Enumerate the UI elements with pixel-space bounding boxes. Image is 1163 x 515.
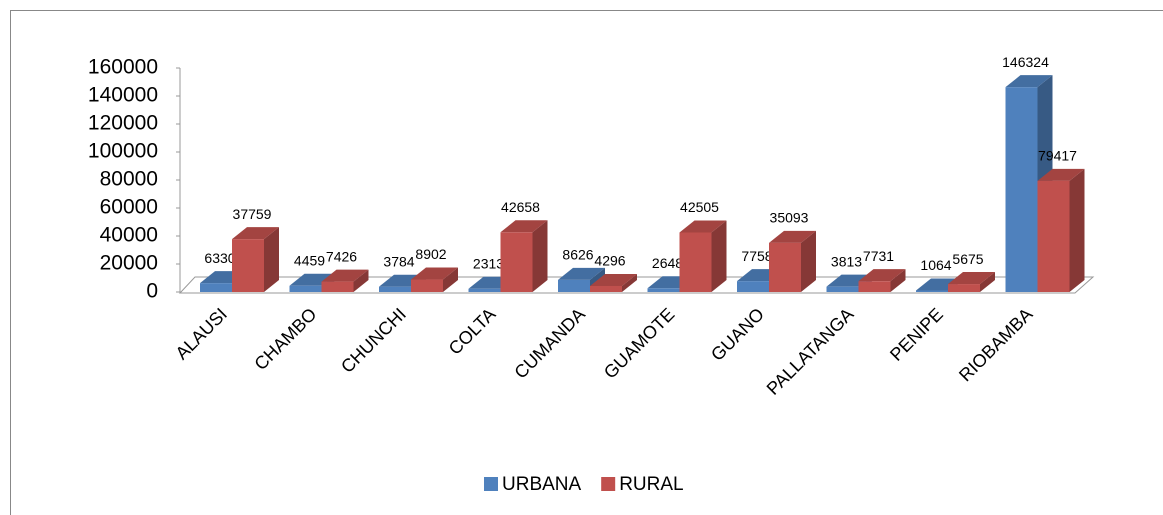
bar-side <box>443 267 458 292</box>
bar-side <box>801 230 816 292</box>
chart-frame <box>10 10 1163 515</box>
bar <box>590 285 622 292</box>
bar <box>769 242 801 292</box>
data-label: 79417 <box>1038 148 1077 164</box>
data-label: 8902 <box>415 246 446 262</box>
y-tick-label: 160000 <box>88 56 158 79</box>
data-label: 7426 <box>326 248 357 264</box>
bar <box>558 279 590 292</box>
bar <box>500 232 533 292</box>
bar-top <box>500 220 548 233</box>
bar-side <box>890 269 906 292</box>
y-tick-label: 0 <box>146 280 158 303</box>
bar-side <box>980 272 995 292</box>
bar <box>468 288 501 292</box>
bar-top <box>858 269 906 282</box>
bar-side <box>622 273 637 292</box>
data-label: 5675 <box>952 251 983 267</box>
data-label: 7731 <box>863 248 894 264</box>
bar <box>321 281 354 292</box>
data-label: 35093 <box>770 210 809 226</box>
data-label: 42658 <box>501 199 540 215</box>
data-label: 8626 <box>562 247 593 263</box>
bar-top <box>948 272 995 285</box>
bar-side <box>711 220 727 292</box>
bar-top <box>590 273 637 286</box>
bar-side <box>353 269 369 292</box>
bar <box>679 232 712 292</box>
y-tick-label: 20000 <box>100 252 158 275</box>
bar-top <box>232 227 279 240</box>
data-label: 42505 <box>680 199 719 215</box>
data-label: 37759 <box>233 206 272 222</box>
data-label: 4296 <box>594 253 625 269</box>
legend-swatch <box>484 477 498 491</box>
bar <box>826 286 859 292</box>
data-label: 3784 <box>383 253 414 269</box>
bar-top <box>1005 75 1053 88</box>
bar-top <box>769 230 816 243</box>
bar <box>1005 87 1038 293</box>
bar <box>858 281 891 292</box>
y-tick-label: 60000 <box>100 196 158 219</box>
y-tick-label: 40000 <box>100 224 158 247</box>
y-tick-label: 120000 <box>88 112 158 135</box>
bar-top <box>679 220 727 233</box>
bar <box>200 283 232 292</box>
bar-top <box>321 269 369 282</box>
legend-label: URBANA <box>502 474 582 495</box>
bar-side <box>1069 168 1085 292</box>
bar <box>948 284 980 292</box>
bar-side <box>532 220 548 292</box>
bar-top <box>558 267 605 280</box>
data-label: 2313 <box>473 255 504 271</box>
bar <box>737 281 769 292</box>
bar-side <box>264 227 279 292</box>
data-label: 146324 <box>1002 54 1049 70</box>
data-label: 7758 <box>741 248 772 264</box>
legend-label: RURAL <box>619 474 683 495</box>
data-label: 1064 <box>920 257 951 273</box>
bar <box>289 285 322 292</box>
bar <box>1037 180 1070 292</box>
data-label: 6330 <box>204 250 235 266</box>
legend-swatch <box>601 477 616 491</box>
bar-top <box>1037 168 1085 181</box>
y-tick-label: 100000 <box>88 140 158 163</box>
y-tick-label: 80000 <box>100 168 158 191</box>
y-tick-label: 140000 <box>88 84 158 107</box>
data-label: 2648 <box>652 255 683 271</box>
bar <box>647 288 680 292</box>
bar <box>232 239 264 292</box>
bar <box>411 279 443 292</box>
data-label: 3813 <box>831 253 862 269</box>
data-label: 4459 <box>294 252 325 268</box>
bar-top <box>411 267 458 280</box>
bar <box>379 286 411 292</box>
bar <box>916 290 948 292</box>
